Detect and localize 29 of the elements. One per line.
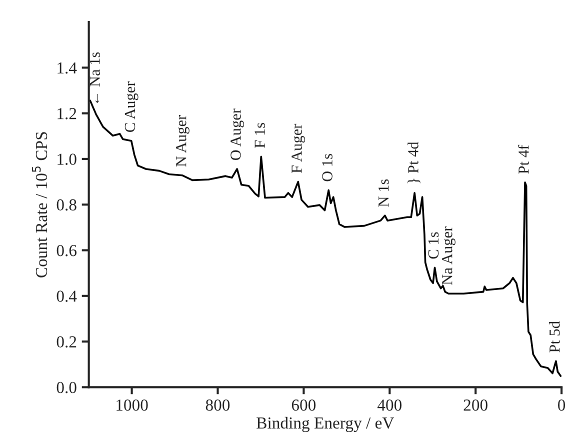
y-tick-label: 0.6 [56,244,77,256]
annotation: C 1s [428,232,439,259]
annotation: F Auger [292,124,306,173]
annotation: } Pt 4d [408,142,420,184]
y-tick-label: 1.4 [58,62,77,74]
y-axis-title: Count Rate / 10$^{5}$ CPS [32,132,48,278]
annotation: N Auger [176,114,190,167]
x-tick-label: 400 [377,399,402,411]
x-tick-label: 800 [206,399,230,411]
annotation: O 1s [322,154,332,182]
x-axis-title: Binding Energy / eV [256,416,394,432]
y-tick-label: 0.2 [56,336,76,348]
y-tick-label: 0.8 [56,199,76,211]
y-tick-label: 0.0 [56,382,76,394]
x-tick-label: 1000 [116,399,148,411]
annotation: O Auger [230,108,244,160]
x-tick-label: 200 [464,399,488,411]
x-tick-label: 0 [558,399,566,411]
y-tick-label: 1.0 [58,154,76,165]
annotation: ← Na 1s [90,52,100,103]
annotation: Pt 4f [518,144,529,174]
annotation: C Auger [124,81,138,132]
annotation: Na Auger [442,226,456,285]
y-tick-label: 1.2 [58,108,76,120]
annotation: N 1s [378,179,389,207]
x-tick-label: 600 [292,399,316,411]
annotation: F 1s [254,122,265,148]
annotation: Pt 5d [549,321,560,352]
y-tick-label: 0.4 [56,290,77,302]
